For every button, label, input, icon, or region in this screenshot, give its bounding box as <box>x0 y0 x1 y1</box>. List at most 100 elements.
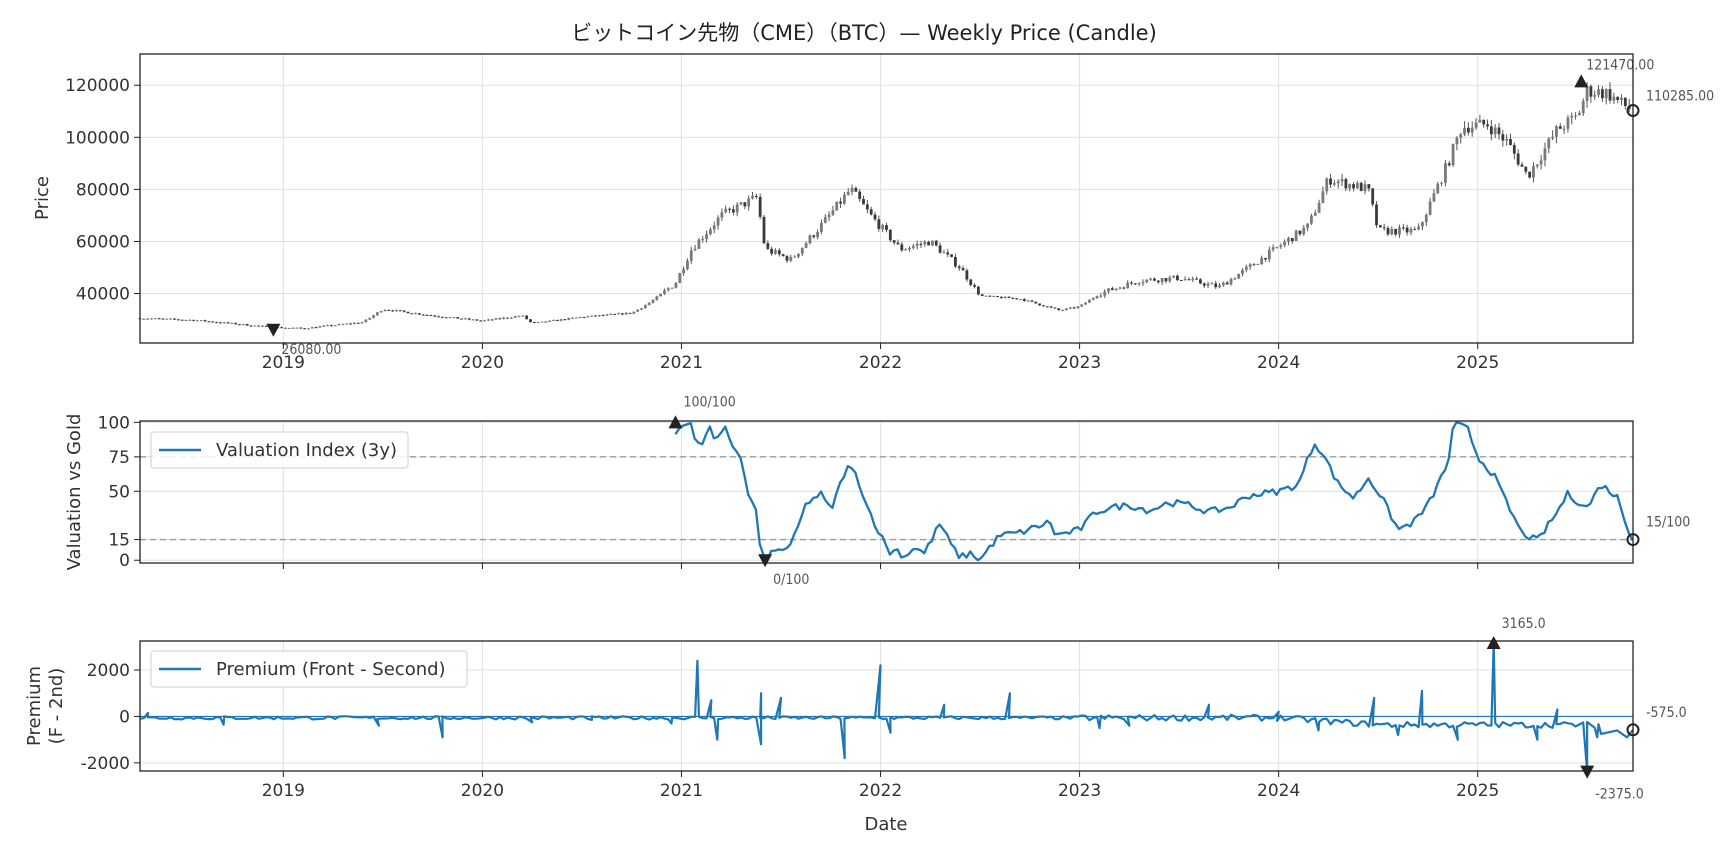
candle-body <box>900 244 904 251</box>
candle-body <box>1313 212 1317 216</box>
candle-body <box>1187 279 1191 281</box>
candle-body <box>341 324 345 326</box>
max-marker <box>1574 74 1589 88</box>
x-tick-label: 2025 <box>1456 353 1499 373</box>
candle-body <box>800 247 804 254</box>
candle-body <box>540 321 544 323</box>
candle-body <box>1348 184 1352 189</box>
candle-body <box>969 279 973 286</box>
candle-body <box>1007 296 1011 299</box>
candle-body <box>582 317 586 319</box>
candle-body <box>176 319 180 321</box>
candle-body <box>720 212 724 218</box>
candle-body <box>1103 291 1107 296</box>
candle-body <box>1061 310 1064 312</box>
candle-body <box>697 239 701 249</box>
candle-body <box>1363 184 1367 191</box>
candle-body <box>1049 306 1053 308</box>
price-candles <box>138 82 1631 330</box>
candle-body <box>693 248 697 251</box>
candle-body <box>980 294 984 297</box>
candle-body <box>659 293 663 297</box>
candle-body <box>777 250 781 255</box>
candle-body <box>781 254 785 257</box>
premium-annotations: 3165.0 -2375.0 -575.0 <box>1486 616 1687 803</box>
candle-body <box>1424 214 1428 223</box>
candle-body <box>957 266 961 269</box>
candle-body <box>766 243 770 249</box>
candle-body <box>192 319 195 321</box>
candle-body <box>421 314 425 316</box>
candle-body <box>230 322 234 324</box>
candle-body <box>1493 127 1497 135</box>
candle-body <box>1428 201 1432 215</box>
candle-body <box>793 256 797 258</box>
candle-body <box>586 316 590 318</box>
candle-body <box>1130 282 1133 284</box>
candle-body <box>613 314 617 316</box>
candle-body <box>1137 283 1141 285</box>
candle-body <box>1122 287 1126 289</box>
candle-body <box>1199 279 1202 284</box>
candle-body <box>448 317 452 319</box>
candle-body <box>349 323 352 325</box>
candle-body <box>238 324 241 326</box>
candle-body <box>1160 278 1164 283</box>
candle-body <box>253 325 257 327</box>
candle-body <box>1329 178 1332 185</box>
premium-legend-label: Premium (Front - Second) <box>216 659 446 680</box>
candle-body <box>735 204 739 213</box>
y-tick-label: 75 <box>108 448 130 468</box>
candle-body <box>904 249 908 251</box>
candle-body <box>674 282 678 288</box>
candle-body <box>494 318 498 320</box>
candle-body <box>816 232 819 237</box>
candle-body <box>1578 113 1581 116</box>
candle-body <box>552 320 555 322</box>
candle-body <box>636 309 640 312</box>
candle-body <box>709 229 712 235</box>
last-annotation: -575.0 <box>1646 705 1687 721</box>
y-tick-label: 100000 <box>65 128 130 148</box>
premium-plot-frame <box>139 640 1634 772</box>
premium-y-label-line: (F - 2nd) <box>46 668 67 745</box>
candle-body <box>1616 96 1620 100</box>
candle-body <box>712 225 716 230</box>
candle-body <box>1195 278 1198 280</box>
candle-body <box>911 245 915 248</box>
candle-body <box>280 327 284 329</box>
candle-body <box>318 326 322 328</box>
premium-y-label: Premium(F - 2nd) <box>24 666 67 746</box>
candle-body <box>203 320 207 322</box>
candle-body <box>1359 182 1363 191</box>
y-tick-label: 60000 <box>76 232 130 252</box>
price-y-ticks: 40000 60000 80000 100000 120000 <box>65 76 140 305</box>
candle-body <box>1608 89 1612 101</box>
candle-body <box>747 198 751 207</box>
candle-body <box>575 317 578 319</box>
candle-body <box>1244 266 1248 270</box>
premium-y-label-line: Premium <box>24 666 45 746</box>
candle-body <box>1072 307 1076 309</box>
candle-body <box>215 322 218 324</box>
candle-body <box>666 288 670 291</box>
candle-body <box>375 312 379 316</box>
candle-body <box>299 327 303 329</box>
y-tick-label: 50 <box>108 482 130 502</box>
candle-body <box>1057 308 1061 311</box>
candle-body <box>919 243 923 245</box>
candle-body <box>433 315 437 317</box>
candle-body <box>1344 179 1348 189</box>
candle-body <box>150 318 153 320</box>
price-y-label: Price <box>32 176 53 220</box>
candle-body <box>517 316 521 318</box>
chart-title: ビットコイン先物（CME）（BTC）— Weekly Price (Candle… <box>571 21 1157 45</box>
candle-body <box>555 320 559 322</box>
candle-body <box>1539 160 1543 165</box>
valuation-y-label: Valuation vs Gold <box>64 414 85 571</box>
candle-body <box>264 325 268 327</box>
candle-body <box>754 195 758 197</box>
candle-body <box>1512 144 1516 154</box>
candle-body <box>820 222 823 233</box>
